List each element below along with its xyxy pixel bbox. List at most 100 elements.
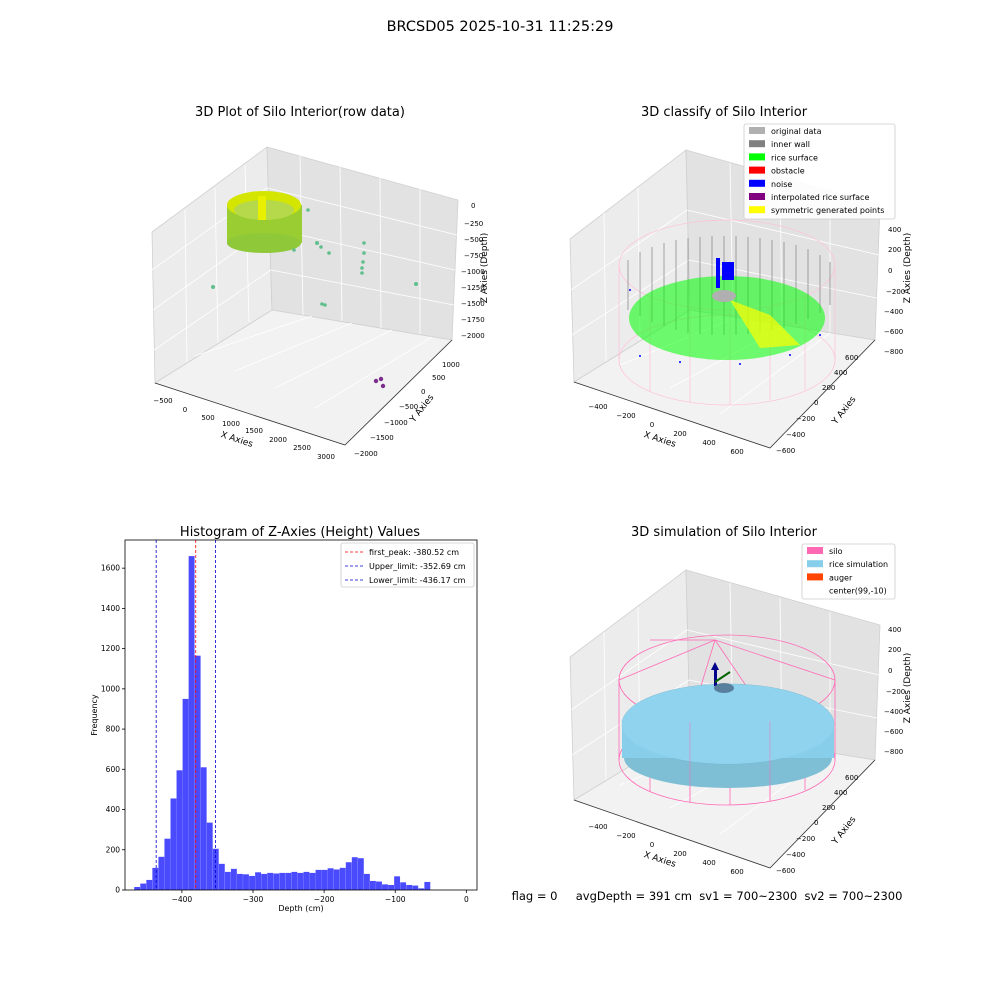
hist-legend-label: Upper_limit: -352.69 cm — [369, 562, 466, 571]
hist-bar — [279, 872, 286, 890]
hist-bar — [206, 822, 213, 890]
sim-xtick: 600 — [730, 868, 743, 876]
sim-xtick: −200 — [616, 832, 635, 840]
legend-label: silo — [829, 547, 843, 556]
classify-ytick-labels: 600 400 200 0 −200 −400 −600 — [776, 354, 858, 455]
classify-xtick: 400 — [702, 439, 715, 447]
raw-title: 3D Plot of Silo Interior(row data) — [195, 105, 405, 120]
raw-ztick: −2000 — [461, 332, 485, 340]
legend-swatch — [749, 179, 765, 187]
classify-xtick-labels: −400 −200 0 200 400 600 — [588, 403, 743, 456]
hist-legend-label: Lower_limit: -436.17 cm — [369, 576, 466, 585]
sim-auger-shaft — [714, 670, 717, 686]
raw-axes-box — [151, 146, 459, 446]
legend-label: inner wall — [771, 140, 810, 149]
hist-xtick-label: 0 — [464, 895, 469, 904]
classify-ytick: −600 — [776, 447, 795, 455]
classify-ztick: −400 — [884, 308, 903, 316]
raw-cylinder-spike — [258, 196, 266, 220]
raw-ztick: −500 — [464, 236, 483, 244]
hist-bar — [237, 873, 243, 890]
hist-bar — [146, 879, 153, 890]
sim-ztick: 400 — [888, 626, 901, 634]
hist-bar — [333, 869, 340, 890]
raw-xtick: 2000 — [269, 436, 287, 444]
sim-ytick: 400 — [834, 789, 847, 797]
raw-outlier-points — [373, 376, 386, 389]
sim-ytick-labels: 600 400 200 0 −200 −400 −600 — [776, 774, 858, 875]
legend-swatch — [749, 206, 765, 214]
classify-ztick: −600 — [884, 328, 903, 336]
sim-rice-top — [622, 684, 834, 764]
classify-original-data — [712, 290, 736, 302]
sim-auger-blade — [714, 671, 731, 683]
legend-label: center(99,-10) — [829, 587, 887, 596]
raw-ytick: 1000 — [442, 361, 460, 369]
classify-legend-frame — [743, 123, 896, 220]
sim-xlabel: X Axies — [642, 850, 677, 870]
classify-title: 3D classify of Silo Interior — [641, 105, 808, 120]
raw-xtick: 2500 — [293, 444, 311, 452]
legend-label: auger — [829, 573, 853, 582]
sim-zlabel: Z Axies (Depth) — [903, 653, 913, 724]
hist-bar — [218, 863, 225, 890]
raw-xtick: 0 — [183, 406, 187, 414]
sim-title: 3D simulation of Silo Interior — [631, 525, 818, 540]
panel-histogram: Histogram of Z-Axies (Height) Values −40… — [90, 525, 478, 913]
hist-ytick-label: 200 — [106, 845, 121, 854]
hist-bar — [394, 876, 401, 890]
raw-ztick: 0 — [471, 202, 475, 210]
classify-zlabel: Z Axies (Depth) — [903, 233, 913, 304]
legend-swatch — [749, 166, 765, 174]
sim-ztick: −800 — [884, 748, 903, 756]
sim-auger-base — [714, 683, 734, 693]
classify-xtick: 600 — [730, 448, 743, 456]
raw-ytick: −500 — [399, 403, 418, 411]
raw-ztick: −1500 — [461, 300, 485, 308]
raw-ztick: −1250 — [461, 284, 485, 292]
sim-ytick: −200 — [796, 835, 815, 843]
hist-bar — [309, 872, 316, 890]
sim-ztick: −600 — [884, 728, 903, 736]
hist-ytick-label: 400 — [106, 805, 121, 814]
hist-bar — [376, 881, 382, 890]
hist-bar — [406, 884, 413, 890]
raw-ytick: 500 — [432, 374, 445, 382]
legend-swatch — [749, 127, 765, 134]
hist-bar — [412, 885, 419, 890]
hist-bar — [418, 888, 425, 890]
classify-ztick: 400 — [888, 226, 901, 234]
hist-bar — [327, 868, 334, 890]
classify-ytick: −400 — [786, 431, 805, 439]
hist-bar — [188, 556, 195, 890]
hist-bar — [255, 872, 262, 890]
legend-swatch — [749, 153, 765, 161]
raw-point-cloud — [211, 191, 418, 389]
classify-xtick: −400 — [588, 403, 607, 411]
hist-bar — [363, 873, 370, 890]
hist-bar — [152, 867, 159, 890]
sim-ytick: 0 — [814, 819, 818, 827]
hist-title: Histogram of Z-Axies (Height) Values — [180, 525, 420, 540]
raw-ytick: −2000 — [354, 450, 378, 458]
panel-raw-data: 3D Plot of Silo Interior(row data) −500 … — [151, 105, 490, 461]
raw-xtick: 3000 — [317, 453, 335, 461]
hist-ytick-label: 1400 — [101, 604, 120, 613]
sim-legend-frame — [801, 543, 896, 600]
raw-zlabel: Z Axies (Depth) — [480, 233, 490, 304]
hist-plot-area: −400 −300 −200 −100 0 0 200 400 600 800 1000 1200 14… — [101, 540, 469, 904]
raw-cylinder-bottom — [227, 233, 301, 253]
sim-xtick: 400 — [702, 859, 715, 867]
sim-ztick-labels: 400 200 0 −200 −400 −600 −800 — [884, 626, 905, 756]
hist-bar — [424, 881, 431, 890]
sim-scene — [618, 634, 836, 806]
sim-ytick: 600 — [845, 774, 858, 782]
hist-bar — [303, 871, 310, 890]
hist-bar — [224, 871, 231, 890]
sim-ztick: 0 — [888, 667, 892, 675]
legend-swatch — [749, 193, 765, 200]
raw-ytick: 0 — [421, 388, 425, 396]
hist-ytick-label: 0 — [115, 886, 120, 895]
hist-bar — [134, 886, 141, 890]
classify-ytick: 400 — [834, 369, 847, 377]
